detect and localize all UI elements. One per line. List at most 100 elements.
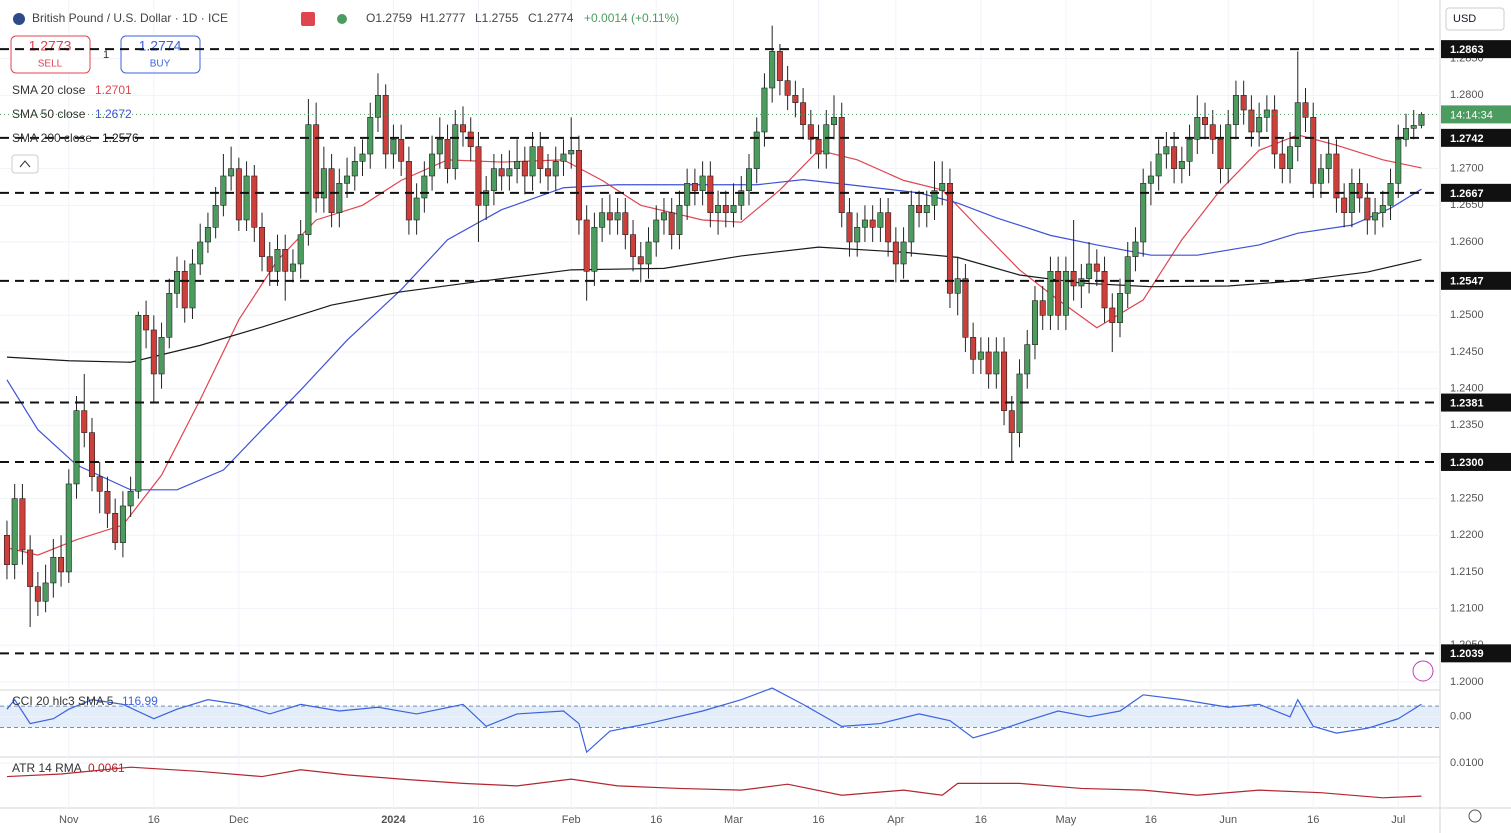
candle-body bbox=[560, 153, 567, 162]
candle-body bbox=[1287, 146, 1294, 169]
candle-body bbox=[305, 124, 312, 235]
candle-body bbox=[112, 512, 119, 543]
level-badge bbox=[1441, 128, 1511, 147]
countdown: 14:14:34 bbox=[1450, 109, 1493, 121]
collapse-icon bbox=[19, 160, 31, 168]
candle-body bbox=[289, 263, 296, 272]
y-tick-label: 1.2450 bbox=[1450, 346, 1484, 358]
level-badge bbox=[1441, 40, 1511, 59]
buy-button[interactable] bbox=[120, 35, 201, 74]
candle-body bbox=[769, 51, 776, 89]
candle-body bbox=[19, 498, 26, 551]
candle-body bbox=[34, 586, 41, 602]
candle-body bbox=[622, 212, 629, 235]
candle-body bbox=[1379, 205, 1386, 213]
y-tick-label: 1.2150 bbox=[1450, 566, 1484, 578]
flag-icon bbox=[13, 13, 25, 25]
settings-icon[interactable] bbox=[1468, 809, 1482, 823]
candle-body bbox=[1055, 271, 1062, 316]
candle-body bbox=[197, 241, 204, 265]
candle-body bbox=[498, 168, 505, 177]
x-tick-label: 16 bbox=[1145, 814, 1157, 826]
candle-body bbox=[1395, 139, 1402, 184]
candle-body bbox=[266, 256, 273, 272]
candle-body bbox=[50, 556, 57, 584]
alert-icon[interactable] bbox=[1412, 660, 1434, 682]
candle-body bbox=[1217, 139, 1224, 169]
candle-body bbox=[65, 483, 72, 573]
candle-body bbox=[606, 212, 613, 221]
currency: USD bbox=[1453, 13, 1476, 25]
candle-body bbox=[1348, 183, 1355, 213]
candle-body bbox=[220, 175, 227, 206]
x-tick-label: Apr bbox=[887, 814, 904, 826]
candle-body bbox=[800, 102, 807, 125]
candle-body bbox=[529, 146, 536, 177]
candle-body bbox=[738, 190, 745, 206]
candle-body bbox=[104, 490, 111, 514]
candle-body bbox=[722, 205, 729, 213]
candle-body bbox=[614, 212, 621, 221]
collapse-button[interactable] bbox=[11, 154, 39, 174]
candle-body bbox=[552, 161, 559, 177]
level-label: 1.2039 bbox=[1450, 648, 1484, 660]
candle-body bbox=[336, 183, 343, 213]
candle-body bbox=[745, 168, 752, 191]
currency-button[interactable] bbox=[1445, 7, 1505, 31]
y-tick-label: 1.2800 bbox=[1450, 89, 1484, 101]
candle-body bbox=[1279, 153, 1286, 169]
candle-body bbox=[297, 234, 304, 265]
x-tick-label: 16 bbox=[472, 814, 484, 826]
level-label: 1.2381 bbox=[1450, 397, 1484, 409]
candle-body bbox=[568, 150, 575, 155]
countdown-badge bbox=[1441, 105, 1511, 124]
y-tick-label: 0.00 bbox=[1450, 711, 1471, 723]
candle-body bbox=[591, 227, 598, 272]
x-tick-label: 16 bbox=[650, 814, 662, 826]
candle-body bbox=[939, 183, 946, 191]
candle-body bbox=[931, 190, 938, 206]
candle-body bbox=[1070, 271, 1077, 287]
y-tick-label: 0.0100 bbox=[1450, 757, 1484, 769]
candle-body bbox=[490, 168, 497, 191]
candle-body bbox=[1062, 271, 1069, 316]
candle-body bbox=[1387, 183, 1394, 206]
candle-body bbox=[174, 271, 181, 294]
candle-body bbox=[459, 124, 466, 133]
x-tick-label: Jul bbox=[1391, 814, 1405, 826]
indicator-line bbox=[6, 687, 1422, 754]
x-tick-label: 16 bbox=[1307, 814, 1319, 826]
candle-body bbox=[1101, 271, 1108, 309]
legend-name: ATR 14 RMA bbox=[12, 761, 82, 775]
ohlc-open: O1.2759 bbox=[366, 11, 412, 25]
candle-body bbox=[869, 219, 876, 228]
sell-button[interactable] bbox=[10, 35, 91, 74]
candle-body bbox=[691, 183, 698, 191]
indicator-line bbox=[6, 766, 1422, 799]
candle-body bbox=[1008, 410, 1015, 433]
candle-body bbox=[1418, 114, 1425, 126]
y-tick-label: 1.2500 bbox=[1450, 309, 1484, 321]
indicator-line bbox=[6, 179, 1422, 491]
flag-button[interactable] bbox=[301, 12, 315, 26]
level-badge bbox=[1441, 393, 1511, 412]
candle-body bbox=[630, 234, 637, 257]
legend-name: SMA 50 close bbox=[12, 107, 86, 121]
candle-body bbox=[212, 205, 219, 228]
candle-body bbox=[1194, 117, 1201, 140]
candle-body bbox=[3, 534, 10, 565]
candle-body bbox=[506, 168, 513, 177]
candle-body bbox=[158, 337, 165, 375]
legend-value: 1.2701 bbox=[95, 83, 132, 97]
candle-body bbox=[707, 175, 714, 213]
candle-body bbox=[367, 117, 374, 155]
candle-body bbox=[228, 168, 235, 177]
candle-body bbox=[259, 227, 266, 257]
candle-body bbox=[645, 241, 652, 265]
candle-body bbox=[81, 410, 88, 433]
legend-value: 116.99 bbox=[122, 694, 158, 708]
candle-body bbox=[359, 153, 366, 162]
candle-body bbox=[1271, 109, 1278, 155]
candle-body bbox=[1039, 300, 1046, 316]
legend-value: 1.2672 bbox=[95, 107, 132, 121]
